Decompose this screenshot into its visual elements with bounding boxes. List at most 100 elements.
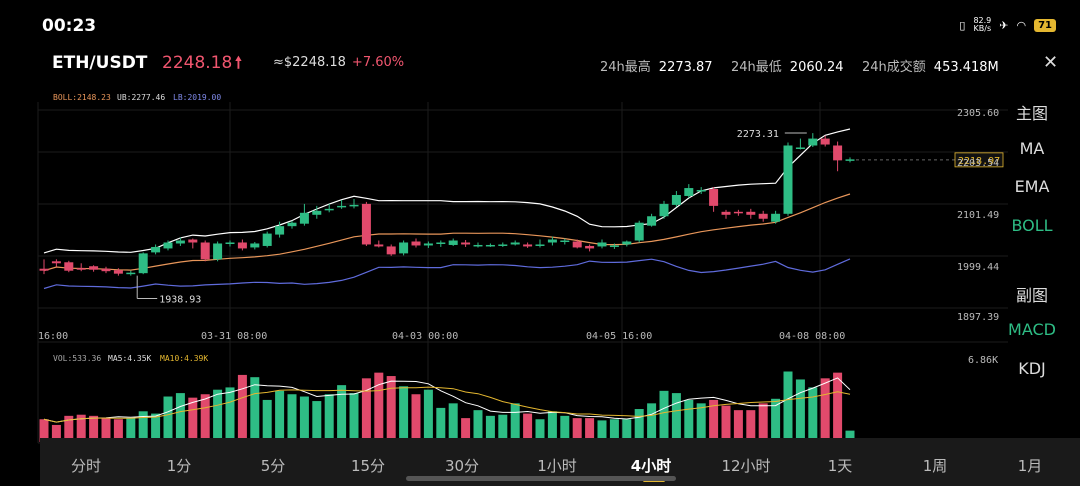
- kdj-option[interactable]: KDJ: [1018, 359, 1046, 378]
- candle-body: [250, 243, 260, 248]
- volume-bar: [399, 386, 409, 442]
- volume-bar: [758, 403, 768, 442]
- volume-bar: [746, 410, 756, 442]
- candle-body: [845, 159, 855, 161]
- volume-bar: [386, 376, 396, 442]
- volume-bar: [696, 403, 706, 442]
- status-icons: ▯ 82.9 KB/s ✈ ◠ 71: [959, 17, 1056, 33]
- candle-body: [312, 210, 322, 215]
- candle-body: [622, 241, 632, 245]
- price-axis-label: 2305.60: [957, 108, 999, 119]
- volume-bar: [560, 415, 570, 442]
- tab-5m[interactable]: 5分: [260, 457, 286, 475]
- tab-timeshare[interactable]: 分时: [70, 457, 101, 475]
- volume-bar: [535, 419, 545, 442]
- volume-bar: [262, 399, 272, 442]
- pair-title[interactable]: ETH/USDT: [52, 53, 148, 73]
- net-speed: 82.9 KB/s: [973, 17, 991, 33]
- volume-bar: [845, 430, 855, 442]
- volume-bar: [163, 396, 173, 442]
- candle-body: [609, 245, 619, 247]
- volume-bar: [808, 387, 818, 442]
- volume-bar: [138, 411, 148, 442]
- boll-label: BOLL:2148.23: [53, 93, 111, 102]
- low-label: 24h最低: [731, 60, 782, 75]
- volume-bar: [349, 393, 359, 442]
- volume-bar: [411, 394, 421, 442]
- volume-bar: [113, 419, 123, 442]
- volume-bar: [485, 415, 495, 442]
- price-axis-label: 1999.44: [957, 262, 999, 273]
- boll-option[interactable]: BOLL: [1011, 216, 1053, 235]
- candle-body: [473, 244, 483, 247]
- volume-bar: [151, 413, 161, 442]
- volume-bar: [250, 377, 260, 442]
- tab-1mo[interactable]: 1月: [1017, 457, 1043, 475]
- tab-1w[interactable]: 1周: [922, 457, 948, 475]
- macd-option[interactable]: MACD: [1008, 320, 1056, 339]
- candle-body: [225, 242, 235, 244]
- volume-bar: [64, 415, 74, 442]
- volume-bar: [684, 399, 694, 442]
- candle-body: [795, 147, 805, 149]
- ema-option[interactable]: EMA: [1014, 177, 1050, 196]
- boll-mid-line: [43, 193, 851, 272]
- volume-bar: [510, 403, 520, 442]
- ma10-label: MA10:4.39K: [160, 354, 208, 363]
- tab-4h[interactable]: 4小时: [630, 457, 672, 475]
- candle-body: [783, 145, 793, 214]
- home-indicator[interactable]: [406, 476, 676, 481]
- candle-body: [126, 272, 136, 275]
- volume-bar: [312, 401, 322, 442]
- sub-chart-title: 副图: [1015, 286, 1048, 305]
- tab-1d[interactable]: 1天: [827, 457, 853, 475]
- current-price-tag: [954, 152, 1004, 168]
- volume-bar: [188, 397, 198, 442]
- vol-label: VOL:533.36: [53, 354, 101, 363]
- candle-body: [510, 242, 520, 245]
- candle-body: [89, 266, 99, 270]
- candle-body: [696, 190, 706, 192]
- volume-bar: [76, 414, 86, 442]
- ma-option[interactable]: MA: [1019, 139, 1045, 158]
- close-icon[interactable]: ✕: [1043, 52, 1059, 73]
- candle-body: [138, 253, 148, 274]
- volume-bar: [659, 390, 669, 442]
- airplane-icon: ✈: [999, 18, 1009, 32]
- volume-bar: [634, 409, 644, 442]
- candle-body: [200, 242, 210, 260]
- volume-bar: [237, 374, 247, 442]
- candle-body: [287, 222, 297, 227]
- volume-bar: [709, 399, 719, 442]
- kline-chart[interactable]: BOLL:2148.23 UB:2277.46 LB:2019.00 2273.…: [0, 80, 1010, 445]
- time-axis: 16:00 03-31 08:00 04-03 00:00 04-05 16:00 04…: [38, 331, 845, 342]
- volume-axis-label: 6.86K: [968, 355, 998, 366]
- candle-body: [399, 242, 409, 254]
- candle-body: [547, 239, 557, 243]
- high-marker-label: 2273.31: [737, 129, 779, 140]
- price-axis-label: 2203.54: [957, 158, 999, 169]
- tab-12h[interactable]: 12小时: [721, 457, 771, 475]
- candle-body: [585, 245, 595, 249]
- candle-body: [213, 243, 223, 260]
- tab-15m[interactable]: 15分: [350, 457, 386, 475]
- tab-1m[interactable]: 1分: [166, 457, 192, 475]
- boll-lower-line: [43, 258, 851, 290]
- main-chart-title: 主图: [1015, 104, 1048, 123]
- volume-label: 24h成交额: [862, 60, 926, 75]
- volume-bar: [795, 379, 805, 442]
- candle-body: [461, 242, 471, 245]
- tab-30m[interactable]: 30分: [444, 457, 480, 475]
- volume-bar: [39, 419, 49, 442]
- low-marker-label: 1938.93: [159, 294, 201, 305]
- status-time: 00:23: [42, 16, 97, 36]
- candle-body: [498, 244, 508, 246]
- candle-body: [163, 242, 173, 249]
- tab-1h[interactable]: 1小时: [537, 457, 577, 475]
- volume-bar: [175, 393, 185, 442]
- volume-bar: [287, 394, 297, 442]
- last-price: 2248.18: [162, 53, 233, 73]
- volume-bar: [51, 424, 61, 442]
- volume-bar: [126, 418, 136, 442]
- high-value: 2273.87: [658, 60, 713, 75]
